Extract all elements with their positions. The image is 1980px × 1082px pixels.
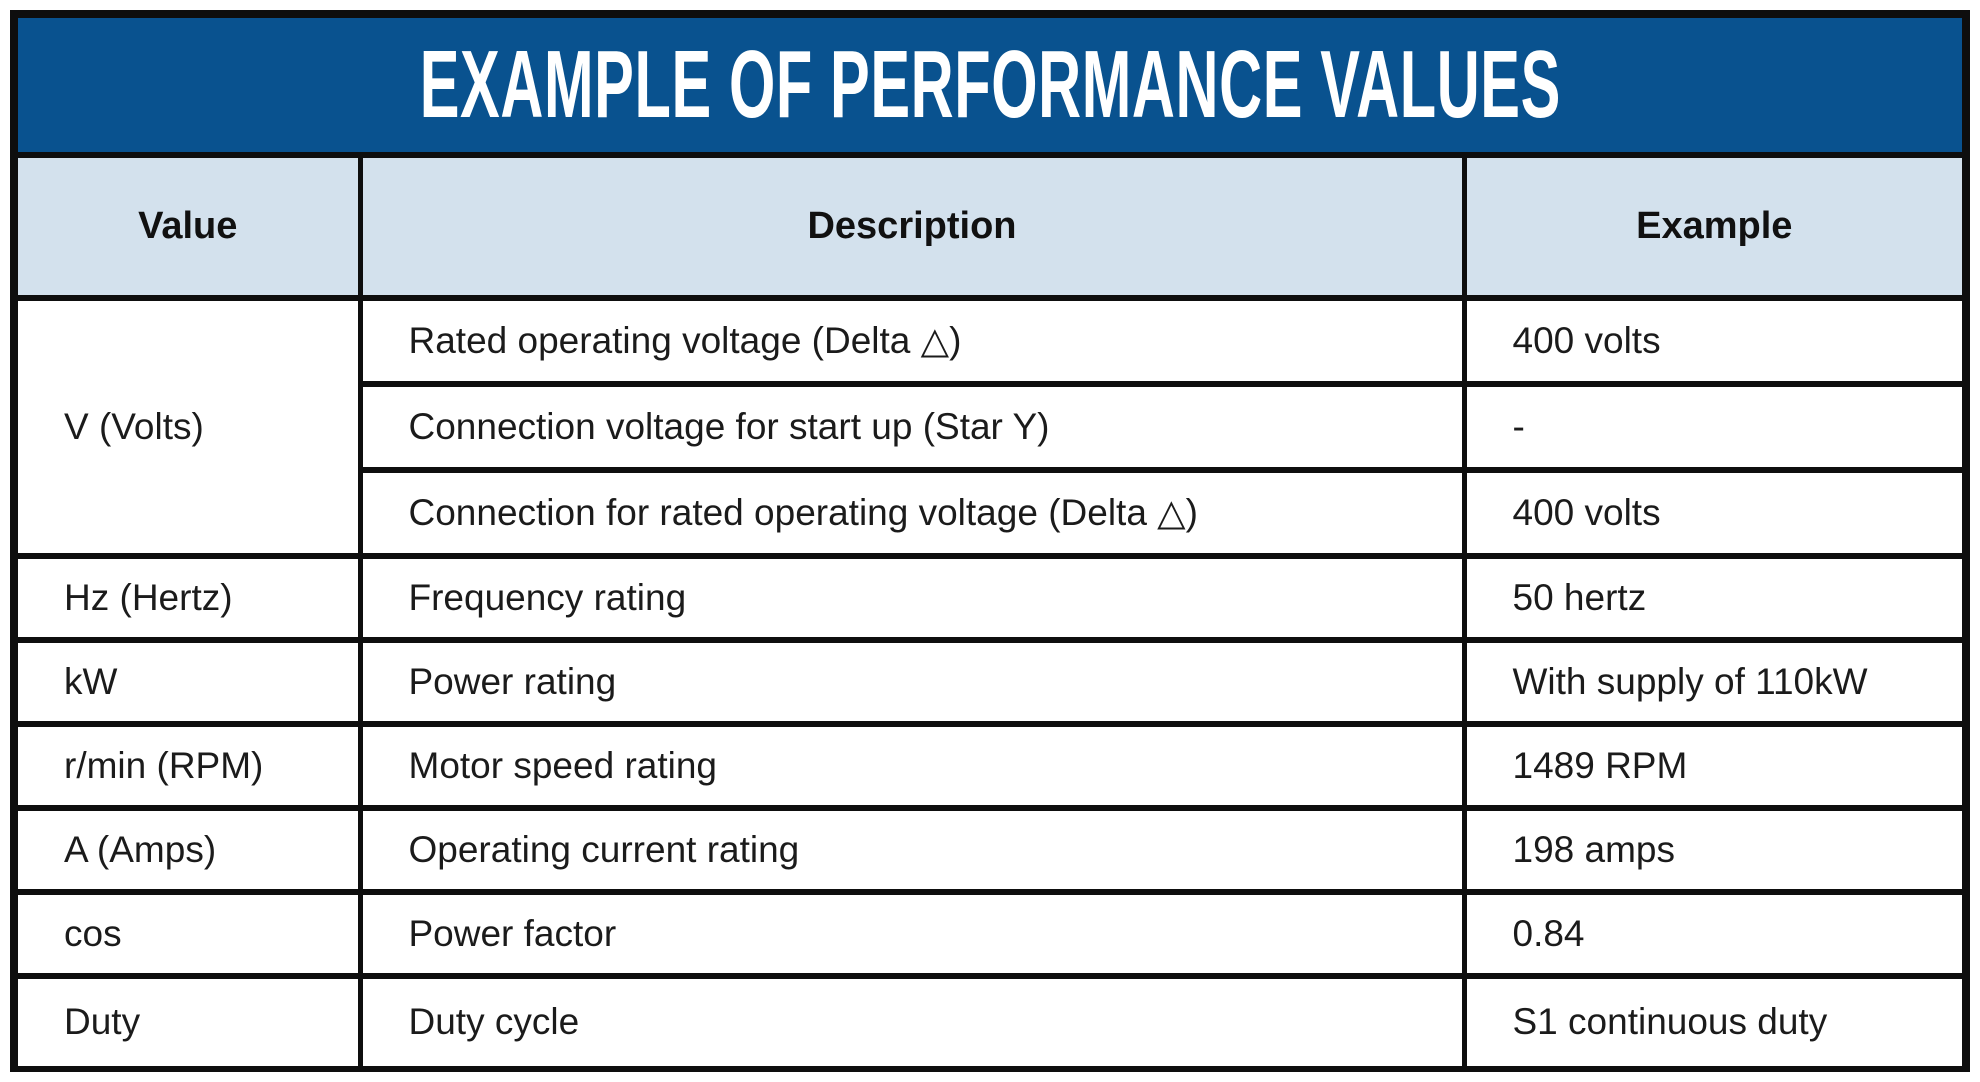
value-cell: cos <box>18 889 363 979</box>
example-cell: 50 hertz <box>1461 553 1962 643</box>
value-cell: r/min (RPM) <box>18 721 363 811</box>
value-cell: Hz (Hertz) <box>18 553 363 643</box>
table-row: A (Amps) Operating current rating 198 am… <box>18 805 1962 895</box>
performance-values-table: EXAMPLE OF PERFORMANCE VALUES Value Desc… <box>10 10 1970 1072</box>
value-cell: V (Volts) <box>18 295 363 559</box>
example-cell: With supply of 110kW <box>1461 637 1962 727</box>
example-cell: 400 volts <box>1461 295 1962 387</box>
table-row: r/min (RPM) Motor speed rating 1489 RPM <box>18 721 1962 811</box>
value-cell: Duty <box>18 973 363 1066</box>
table-row: V (Volts) Rated operating voltage (Delta… <box>18 295 1962 559</box>
column-header-description: Description <box>357 158 1467 301</box>
example-cell: 198 amps <box>1461 805 1962 895</box>
example-cell: 0.84 <box>1461 889 1962 979</box>
description-cell: Motor speed rating <box>357 721 1467 811</box>
table-row: Connection for rated operating voltage (… <box>18 467 1962 559</box>
value-cell: kW <box>18 637 363 727</box>
example-cell: 400 volts <box>1461 467 1962 559</box>
description-cell: Operating current rating <box>357 805 1467 895</box>
column-header-value: Value <box>18 158 363 301</box>
table-row: Hz (Hertz) Frequency rating 50 hertz <box>18 553 1962 643</box>
example-cell: - <box>1461 381 1962 473</box>
column-header-example: Example <box>1461 158 1962 301</box>
value-cell: A (Amps) <box>18 805 363 895</box>
description-cell: Frequency rating <box>357 553 1467 643</box>
table-row: Connection voltage for start up (Star Y)… <box>18 381 1962 473</box>
table-title: EXAMPLE OF PERFORMANCE VALUES <box>419 31 1561 138</box>
description-cell: Duty cycle <box>357 973 1467 1066</box>
example-cell: S1 continuous duty <box>1461 973 1962 1066</box>
header-row: Value Description Example <box>18 158 1962 301</box>
table-title-bar: EXAMPLE OF PERFORMANCE VALUES <box>18 18 1962 158</box>
example-cell: 1489 RPM <box>1461 721 1962 811</box>
description-cell: Rated operating voltage (Delta △) <box>357 295 1467 387</box>
description-cell: Connection for rated operating voltage (… <box>357 467 1467 559</box>
description-cell: Power rating <box>357 637 1467 727</box>
table-row: cos Power factor 0.84 <box>18 889 1962 979</box>
performance-table: Value Description Example V (Volts) Rate… <box>18 158 1962 1066</box>
table-row: Duty Duty cycle S1 continuous duty <box>18 973 1962 1066</box>
description-cell: Connection voltage for start up (Star Y) <box>357 381 1467 473</box>
description-cell: Power factor <box>357 889 1467 979</box>
table-row: kW Power rating With supply of 110kW <box>18 637 1962 727</box>
